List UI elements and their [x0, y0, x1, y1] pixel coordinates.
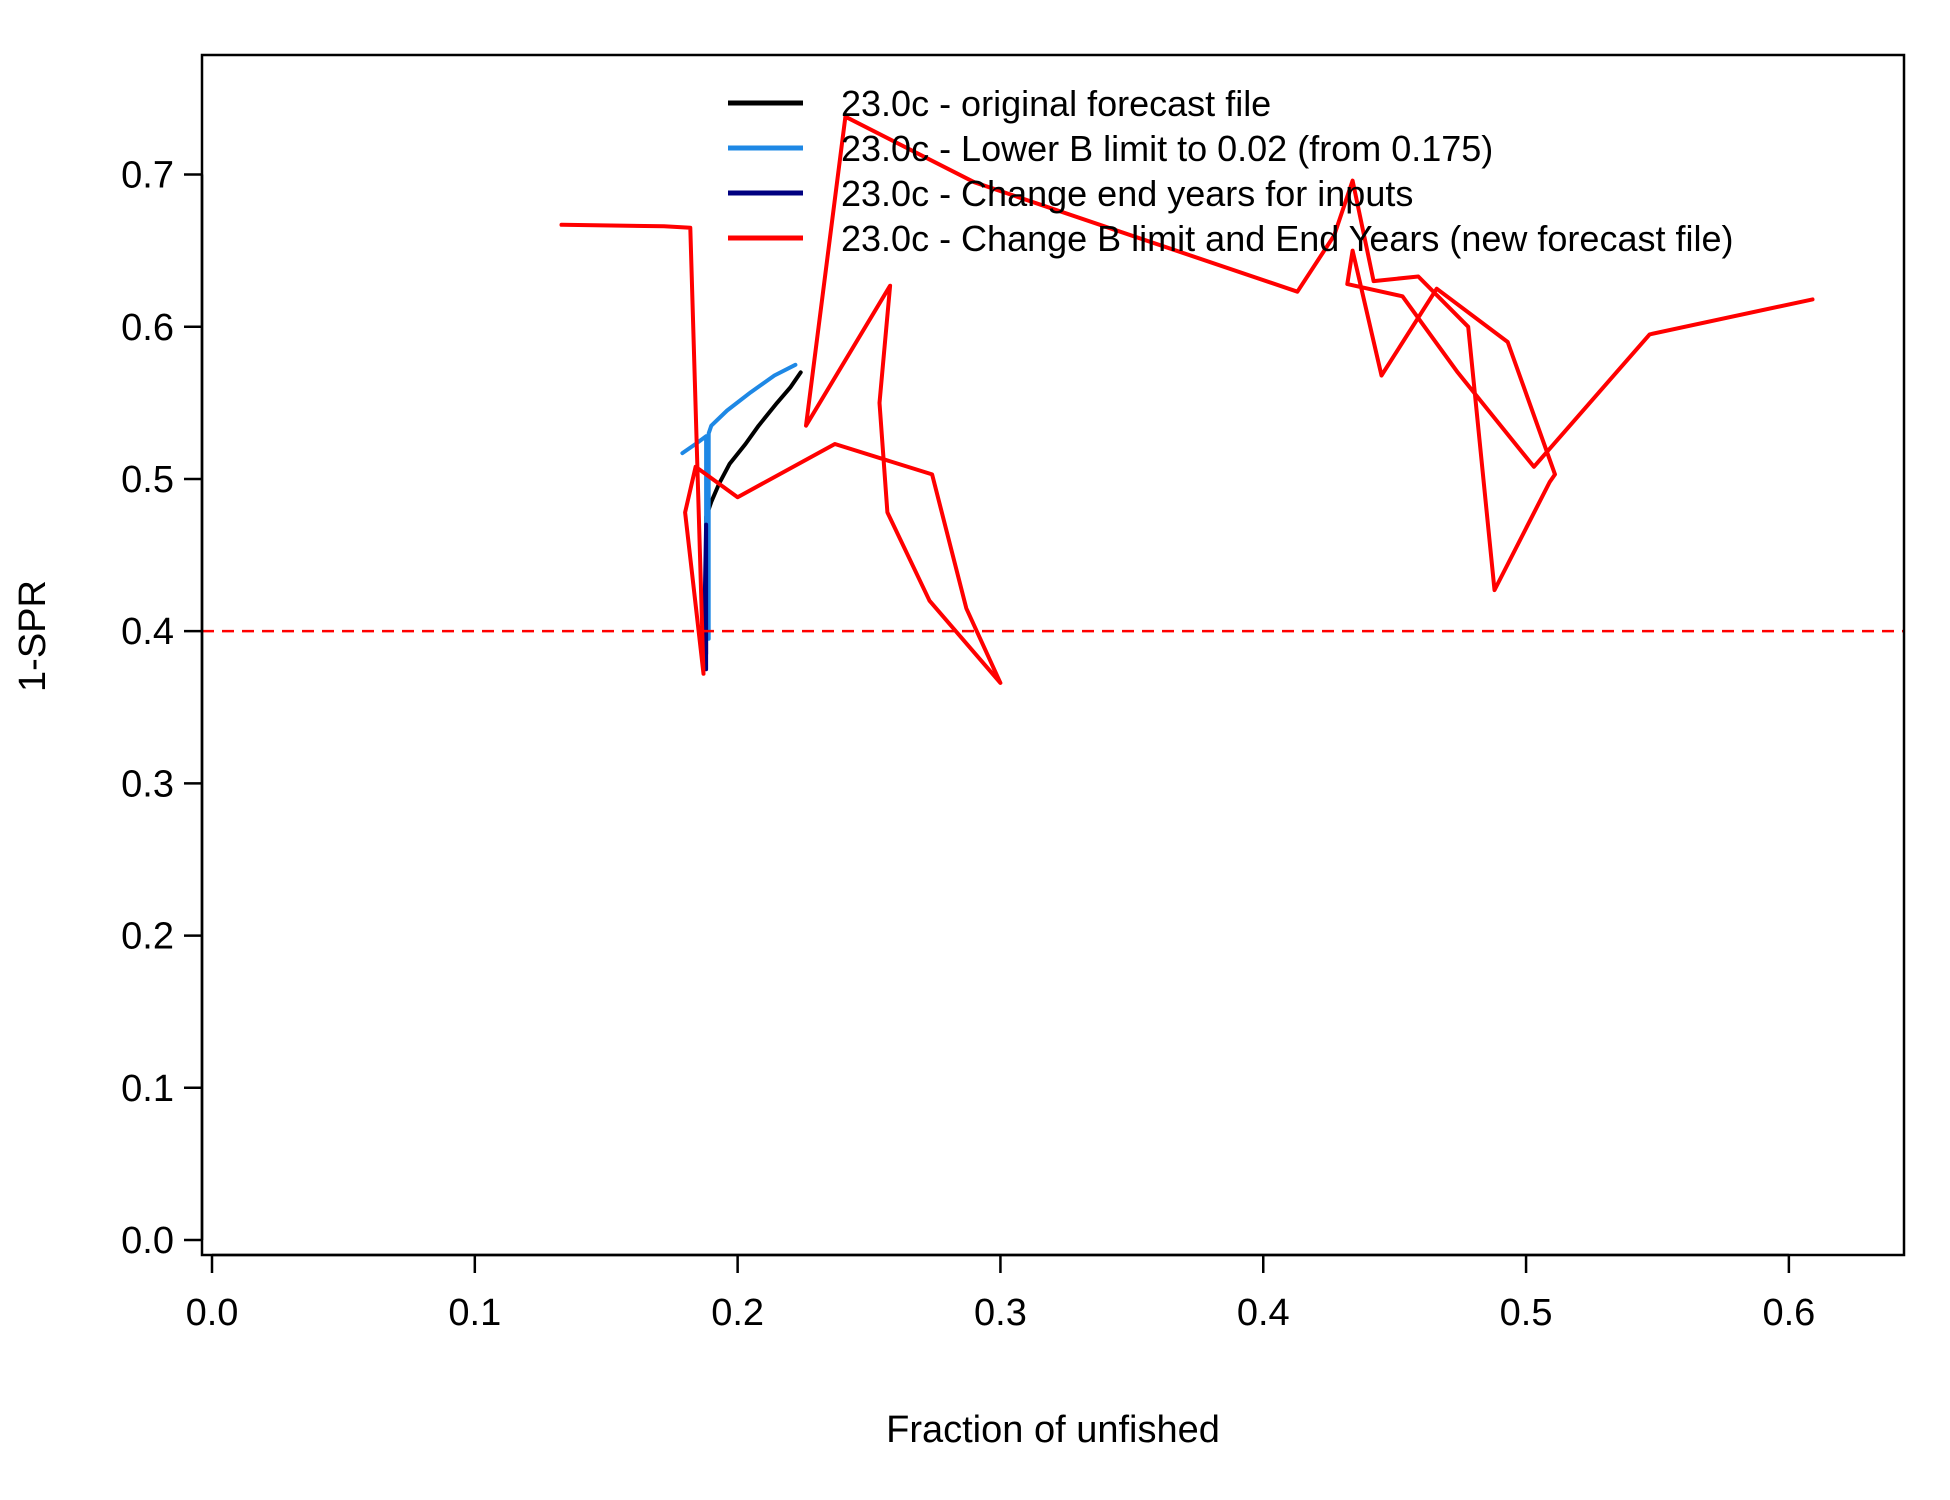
- x-tick-label: 0.2: [711, 1292, 764, 1334]
- x-axis-title: Fraction of unfished: [886, 1409, 1220, 1451]
- series-line-4: [559, 114, 1815, 685]
- y-tick-label: 0.7: [121, 155, 174, 197]
- y-tick-label: 0.5: [121, 459, 174, 501]
- x-tick-label: 0.4: [1237, 1292, 1290, 1334]
- x-tick-label: 0.5: [1500, 1292, 1553, 1334]
- legend-label-3: 23.0c - Change end years for inputs: [841, 173, 1413, 214]
- y-axis-title: 1-SPR: [12, 580, 54, 692]
- y-tick-label: 0.1: [121, 1068, 174, 1110]
- y-tick-label: 0.0: [121, 1220, 174, 1262]
- y-tick-label: 0.4: [121, 611, 174, 653]
- series-line-2: [680, 362, 798, 641]
- x-tick-label: 0.3: [974, 1292, 1027, 1334]
- legend-label-1: 23.0c - original forecast file: [841, 83, 1271, 124]
- series-layer: [559, 114, 1815, 685]
- y-tick-label: 0.3: [121, 763, 174, 805]
- x-axis: 0.0 0.1 0.2 0.3 0.4 0.5 0.6: [186, 1253, 1815, 1334]
- x-tick-label: 0.0: [186, 1292, 239, 1334]
- y-tick-label: 0.6: [121, 307, 174, 349]
- x-tick-label: 0.6: [1762, 1292, 1815, 1334]
- series-line-3: [701, 522, 709, 672]
- legend-label-4: 23.0c - Change B limit and End Years (ne…: [841, 218, 1733, 259]
- x-tick-label: 0.1: [448, 1292, 501, 1334]
- legend-label-2: 23.0c - Lower B limit to 0.02 (from 0.17…: [841, 128, 1493, 169]
- y-tick-label: 0.2: [121, 916, 174, 958]
- y-axis: 0.0 0.1 0.2 0.3 0.4 0.5 0.6 0.7: [121, 155, 204, 1262]
